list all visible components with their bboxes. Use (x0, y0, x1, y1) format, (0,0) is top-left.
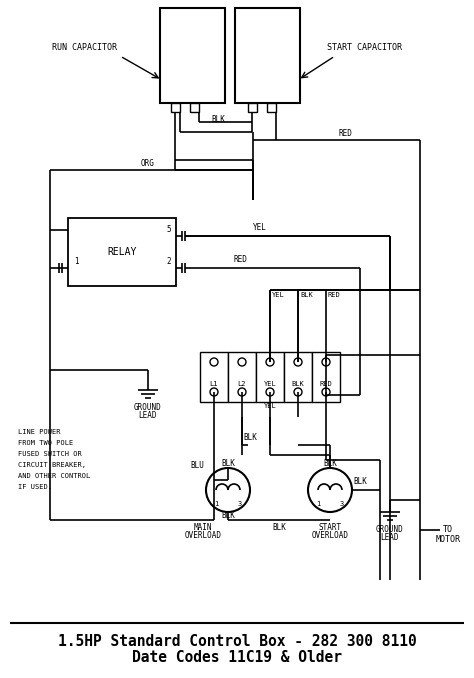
Text: BLK: BLK (221, 511, 235, 521)
Text: ORG: ORG (141, 159, 155, 167)
Text: BLK: BLK (323, 460, 337, 468)
Text: LEAD: LEAD (381, 534, 399, 542)
Text: RED: RED (233, 256, 247, 264)
Text: RED: RED (338, 129, 352, 138)
Text: YEL: YEL (272, 292, 285, 298)
Text: 1: 1 (74, 256, 79, 266)
Text: OVERLOAD: OVERLOAD (184, 532, 221, 540)
Text: BLK: BLK (353, 477, 367, 487)
Text: 3: 3 (340, 501, 344, 507)
Text: 1: 1 (316, 501, 320, 507)
Text: FROM TWO POLE: FROM TWO POLE (18, 440, 73, 446)
Text: BLK: BLK (211, 115, 225, 125)
Text: L1: L1 (210, 382, 218, 388)
Bar (284, 352, 312, 402)
Bar (68, 218, 176, 286)
Text: CIRCUIT BREAKER,: CIRCUIT BREAKER, (18, 462, 86, 468)
Text: Date Codes 11C19 & Older: Date Codes 11C19 & Older (132, 650, 342, 666)
Text: BLK: BLK (221, 460, 235, 468)
Bar (256, 352, 284, 402)
Text: GROUND: GROUND (134, 403, 162, 412)
Text: L2: L2 (238, 382, 246, 388)
Bar (228, 352, 256, 402)
Text: OVERLOAD: OVERLOAD (311, 532, 348, 540)
Text: BLU: BLU (190, 460, 204, 469)
Text: FUSED SWITCH OR: FUSED SWITCH OR (18, 451, 82, 457)
Text: 5: 5 (166, 224, 171, 233)
Bar (171, 103, 180, 112)
Text: AND OTHER CONTROL: AND OTHER CONTROL (18, 473, 90, 479)
Text: RUN CAPACITOR: RUN CAPACITOR (53, 43, 118, 52)
Text: LEAD: LEAD (139, 412, 157, 420)
Text: YEL: YEL (264, 382, 276, 388)
Bar (248, 103, 257, 112)
Text: START: START (319, 523, 342, 532)
Text: MOTOR: MOTOR (436, 536, 461, 544)
Text: BLK: BLK (300, 292, 313, 298)
Bar (200, 352, 228, 402)
Text: RED: RED (328, 292, 341, 298)
Text: 3: 3 (238, 501, 242, 507)
Text: IF USED.: IF USED. (18, 484, 52, 490)
Text: RED: RED (319, 382, 332, 388)
Text: YEL: YEL (253, 224, 267, 233)
Text: BLK: BLK (243, 433, 257, 443)
Text: MAIN: MAIN (194, 523, 212, 532)
Bar (312, 352, 340, 402)
Text: GROUND: GROUND (376, 525, 404, 534)
Text: RELAY: RELAY (107, 247, 137, 257)
Bar (190, 103, 199, 112)
Text: BLK: BLK (272, 523, 286, 532)
Text: START CAPACITOR: START CAPACITOR (328, 43, 402, 52)
Text: 1.5HP Standard Control Box - 282 300 8110: 1.5HP Standard Control Box - 282 300 811… (58, 633, 416, 648)
Bar (267, 103, 276, 112)
Text: YEL: YEL (264, 403, 276, 409)
Text: TO: TO (443, 525, 453, 534)
Text: 2: 2 (166, 256, 171, 266)
Text: 1: 1 (214, 501, 218, 507)
Text: LINE POWER: LINE POWER (18, 429, 61, 435)
Bar (235, 8, 300, 103)
Text: BLK: BLK (292, 382, 304, 388)
Bar (160, 8, 225, 103)
